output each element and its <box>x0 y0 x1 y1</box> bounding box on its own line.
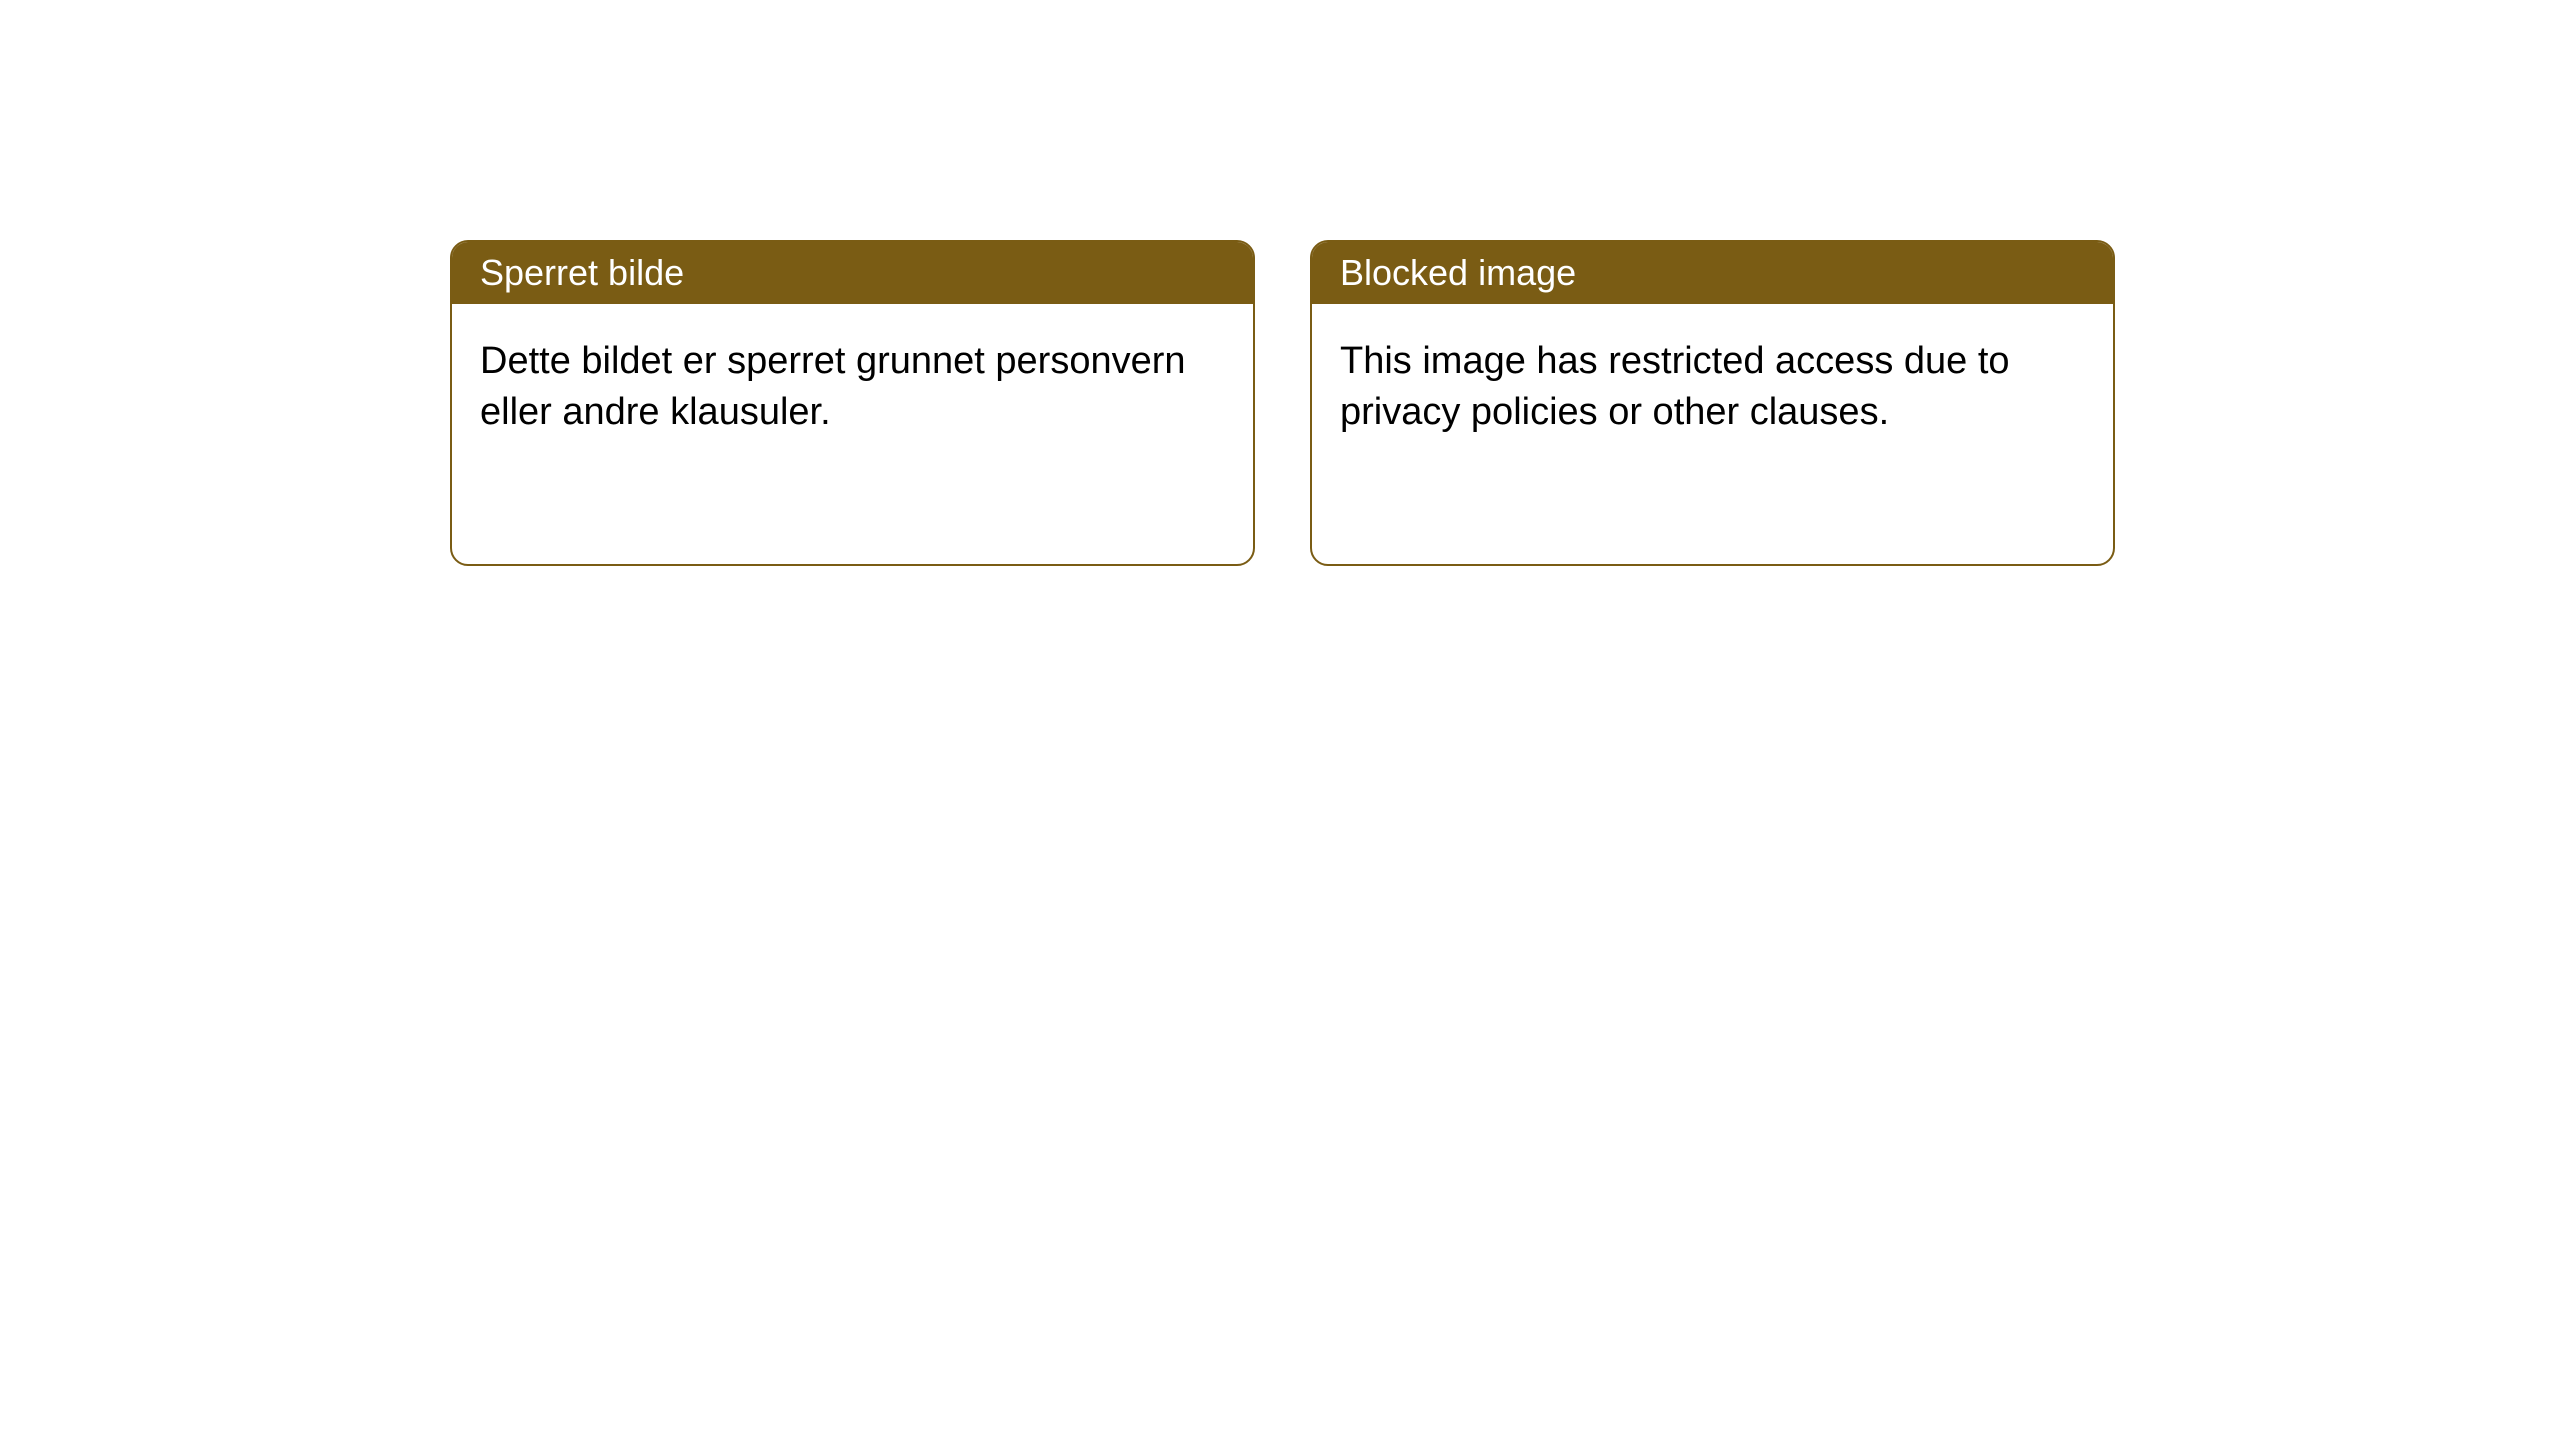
notice-card-title: Sperret bilde <box>452 242 1253 304</box>
notice-container: Sperret bilde Dette bildet er sperret gr… <box>0 0 2560 566</box>
notice-card-english: Blocked image This image has restricted … <box>1310 240 2115 566</box>
notice-card-body: Dette bildet er sperret grunnet personve… <box>452 304 1253 564</box>
notice-card-norwegian: Sperret bilde Dette bildet er sperret gr… <box>450 240 1255 566</box>
notice-card-title: Blocked image <box>1312 242 2113 304</box>
notice-card-body: This image has restricted access due to … <box>1312 304 2113 564</box>
